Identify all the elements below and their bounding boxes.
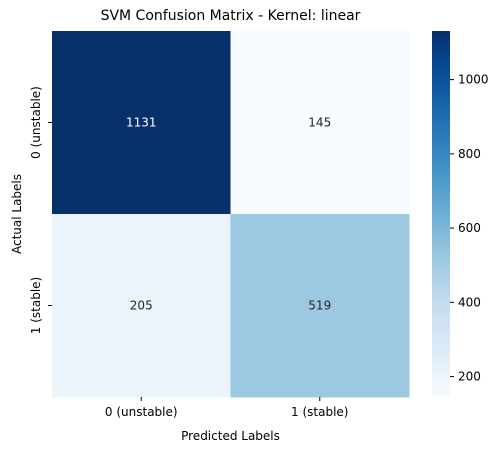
chart-title: SVM Confusion Matrix - Kernel: linear: [101, 8, 361, 24]
heatmap-cell: [52, 31, 231, 215]
colorbar-tick-label: 600: [458, 221, 481, 235]
heatmap-cell: [230, 31, 410, 215]
heatmap-cells: 1131 145 205 519: [52, 31, 410, 398]
colorbar-ticks: 200 400 600 800 1000: [450, 73, 489, 384]
cell-value-label: 145: [308, 116, 331, 130]
colorbar-tick-label: 1000: [458, 73, 489, 87]
x-tick-label: 0 (unstable): [105, 405, 178, 419]
cell-value-label: 519: [308, 299, 331, 313]
cell-value-label: 1131: [126, 116, 157, 130]
cell-value-label: 205: [130, 299, 153, 313]
colorbar-tick-label: 200: [458, 370, 481, 384]
x-axis-label: Predicted Labels: [181, 429, 280, 443]
y-axis-label: Actual Labels: [10, 174, 24, 254]
colorbar-tick-label: 400: [458, 295, 481, 309]
y-tick-label: 0 (unstable): [29, 86, 43, 159]
heatmap-cell: [52, 214, 231, 398]
colorbar: [432, 31, 450, 397]
heatmap-cell: [230, 214, 410, 398]
x-axis-ticks: 0 (unstable) 1 (stable): [105, 397, 348, 419]
y-tick-label: 1 (stable): [29, 277, 43, 334]
y-axis-ticks: 0 (unstable) 1 (stable): [29, 86, 52, 334]
colorbar-tick-label: 800: [458, 147, 481, 161]
x-tick-label: 1 (stable): [291, 405, 348, 419]
